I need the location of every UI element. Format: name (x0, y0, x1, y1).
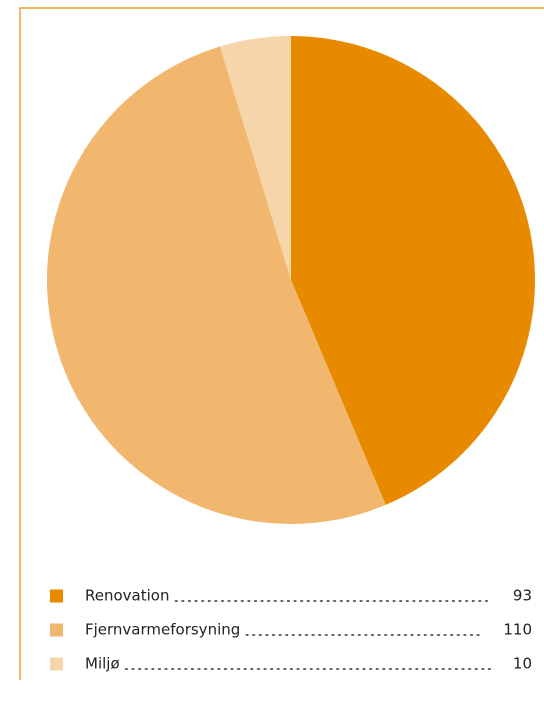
frame (19, 7, 544, 680)
pie-slice (46, 46, 386, 525)
legend-label: Fjernvarmeforsyning (85, 621, 240, 639)
legend-value: 110 (503, 621, 532, 639)
legend-value: 10 (513, 655, 532, 673)
legend-value: 93 (513, 587, 532, 605)
pie-slice (220, 36, 291, 280)
legend-swatch (50, 623, 63, 637)
legend-swatch (50, 589, 63, 603)
legend-label: Miljø (85, 655, 120, 673)
legend-label: Renovation (85, 587, 169, 605)
legend-swatch (50, 657, 63, 671)
pie-slice (291, 36, 535, 505)
